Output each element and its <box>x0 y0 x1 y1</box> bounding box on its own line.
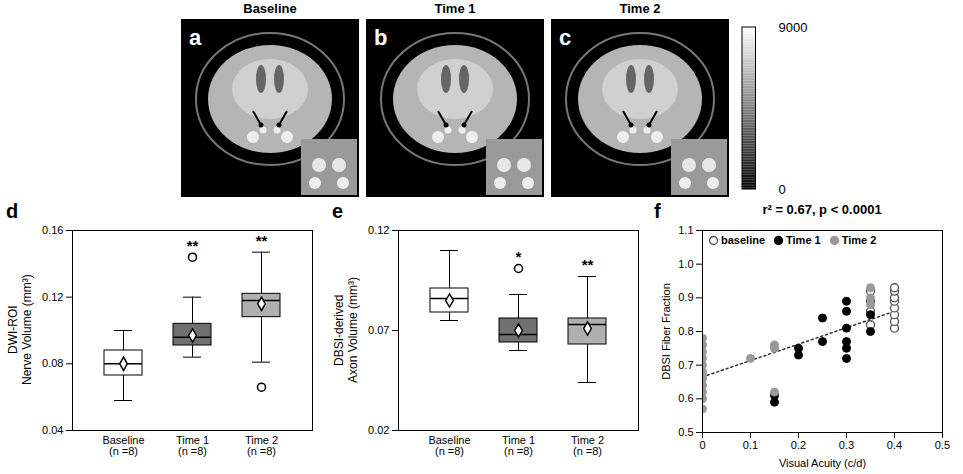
svg-text:0.04: 0.04 <box>42 424 63 436</box>
html-text:baseline: baseline <box>721 234 765 246</box>
html-text:DWI-ROI Nerve Volume (mm³): DWI-ROI Nerve Volume (mm³) <box>6 274 34 386</box>
html-text:f: f <box>654 200 661 222</box>
svg-text:b: b <box>374 25 387 50</box>
svg-text:a: a <box>189 25 202 50</box>
svg-text:0.16: 0.16 <box>42 224 63 236</box>
html-text:r² = 0.67, p < 0.0001: r² = 0.67, p < 0.0001 <box>762 202 882 217</box>
html-text:Time 2: Time 2 <box>619 1 661 16</box>
svg-text:0: 0 <box>779 182 786 197</box>
html-text:d: d <box>6 200 19 222</box>
svg-text:**: ** <box>256 232 268 249</box>
svg-text:0.08: 0.08 <box>42 357 63 369</box>
svg-text:0.5: 0.5 <box>678 426 693 438</box>
svg-text:0.8: 0.8 <box>678 325 693 337</box>
svg-text:1.0: 1.0 <box>678 258 693 270</box>
svg-text:**: ** <box>187 237 199 254</box>
html-text:DBSI-derived Axon Volume (mm³): DBSI-derived Axon Volume (mm³) <box>332 277 360 383</box>
svg-text:0.4: 0.4 <box>887 439 902 451</box>
svg-text:0.5: 0.5 <box>935 439 950 451</box>
svg-text:Time 1(n =8): Time 1(n =8) <box>502 434 535 457</box>
svg-text:0: 0 <box>699 439 705 451</box>
svg-text:Time 2(n =8): Time 2(n =8) <box>571 434 604 457</box>
svg-text:0.2: 0.2 <box>791 439 806 451</box>
svg-text:9000: 9000 <box>779 20 808 35</box>
html-text:Baseline: Baseline <box>243 1 297 16</box>
svg-text:DBSI Fiber Fraction: DBSI Fiber Fraction <box>660 283 672 380</box>
svg-text:0.02: 0.02 <box>368 424 389 436</box>
svg-text:0.12: 0.12 <box>368 224 389 236</box>
svg-text:Time 1(n =8): Time 1(n =8) <box>176 434 209 457</box>
svg-text:0.9: 0.9 <box>678 291 693 303</box>
svg-text:0.1: 0.1 <box>743 439 758 451</box>
svg-text:0.12: 0.12 <box>42 291 63 303</box>
svg-text:**: ** <box>582 256 594 273</box>
svg-text:1.1: 1.1 <box>678 224 693 236</box>
svg-text:Time 2(n =8): Time 2(n =8) <box>245 434 278 457</box>
svg-text:Visual Acuity (c/d): Visual Acuity (c/d) <box>779 457 866 469</box>
html-text:Time 1: Time 1 <box>786 234 821 246</box>
svg-text:Baseline(n =8): Baseline(n =8) <box>428 434 470 457</box>
html-text:e: e <box>332 200 344 222</box>
svg-text:0.7: 0.7 <box>678 359 693 371</box>
html-text:Time 2: Time 2 <box>841 234 877 246</box>
svg-text:c: c <box>559 25 571 50</box>
svg-text:*: * <box>516 248 522 265</box>
html-text:Time 1: Time 1 <box>434 1 476 16</box>
svg-text:Baseline(n =8): Baseline(n =8) <box>102 434 144 457</box>
svg-text:0.07: 0.07 <box>368 324 389 336</box>
svg-text:0.3: 0.3 <box>839 439 854 451</box>
svg-text:0.6: 0.6 <box>678 392 693 404</box>
